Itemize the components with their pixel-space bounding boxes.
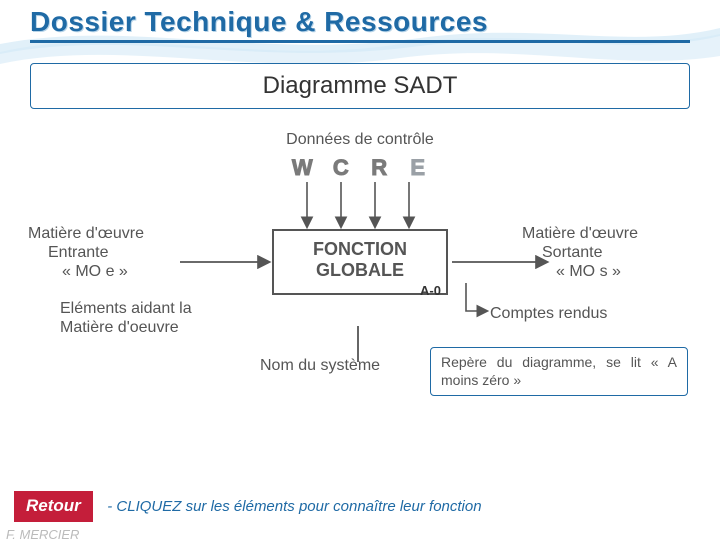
elements-l2: Matière d'oeuvre	[60, 318, 250, 337]
mos-label[interactable]: Matière d'œuvre Sortante « MO s »	[522, 224, 692, 282]
click-hint: - CLIQUEZ sur les éléments pour connaîtr…	[107, 498, 481, 515]
comptes-rendus-label[interactable]: Comptes rendus	[490, 305, 607, 323]
moe-l1: Matière d'œuvre	[28, 224, 198, 243]
system-name-label[interactable]: Nom du système	[260, 357, 380, 375]
page-title: Dossier Technique & Ressources	[30, 6, 690, 43]
letter-e[interactable]: E	[401, 155, 435, 181]
letter-w[interactable]: W	[285, 155, 319, 181]
author-credit: F. MERCIER	[6, 527, 79, 540]
control-data-label[interactable]: Données de contrôle	[0, 131, 720, 149]
moe-l3: « MO e »	[28, 262, 198, 281]
fn-line2: GLOBALE	[274, 260, 446, 281]
moe-l2: Entrante	[28, 243, 198, 262]
sadt-diagram: Données de contrôle W C R E	[0, 109, 720, 464]
control-letters[interactable]: W C R E	[0, 155, 720, 181]
a0-label[interactable]: A-0	[420, 283, 441, 298]
retour-button[interactable]: Retour	[14, 491, 93, 522]
mos-l1: Matière d'œuvre	[522, 224, 692, 243]
repere-callout[interactable]: Repère du diagramme, se lit « A moins zé…	[430, 347, 688, 396]
moe-label[interactable]: Matière d'œuvre Entrante « MO e »	[28, 224, 198, 282]
elements-l1: Eléments aidant la	[60, 299, 250, 318]
arrows-top	[0, 180, 720, 230]
letter-r[interactable]: R	[362, 155, 396, 181]
subtitle-box: Diagramme SADT	[30, 63, 690, 109]
mos-l3: « MO s »	[522, 262, 692, 281]
mos-l2: Sortante	[522, 243, 692, 262]
elements-aidant-label[interactable]: Eléments aidant la Matière d'oeuvre	[60, 299, 250, 337]
letter-c[interactable]: C	[324, 155, 358, 181]
fn-line1: FONCTION	[274, 239, 446, 260]
